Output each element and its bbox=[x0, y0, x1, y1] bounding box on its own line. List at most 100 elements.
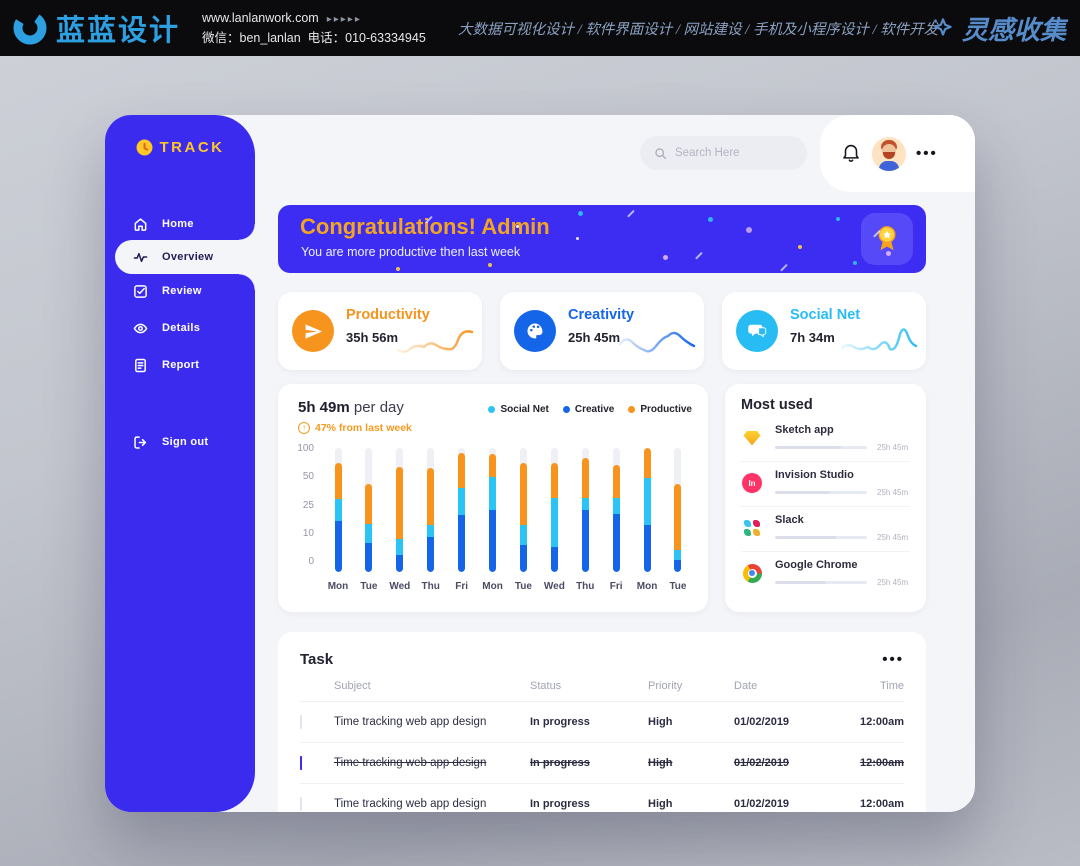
chart-title: 5h 49m per day bbox=[298, 399, 404, 416]
task-table-body: Time tracking web app design In progress… bbox=[300, 701, 904, 812]
confetti-dot bbox=[853, 261, 857, 265]
inspiration-collect-label: 灵感收集 bbox=[961, 15, 1066, 45]
congrats-subtitle: You are more productive then last week bbox=[301, 245, 521, 259]
stat-title: Creativity bbox=[568, 307, 635, 323]
task-row-2[interactable]: Time tracking web app design In progress… bbox=[300, 742, 904, 783]
most-used-item-google-chrome[interactable]: Google Chrome 25h 45m bbox=[741, 552, 910, 597]
site-url[interactable]: www.lanlanwork.com bbox=[202, 11, 319, 25]
task-checkbox[interactable] bbox=[300, 756, 302, 770]
notification-bell-icon[interactable] bbox=[840, 140, 862, 164]
most-used-item-sketch-app[interactable]: Sketch app 25h 45m bbox=[741, 417, 910, 462]
trend-up-icon: ↑ bbox=[298, 422, 310, 434]
bar-wed-7: Wed bbox=[542, 448, 566, 592]
bar-track bbox=[643, 448, 651, 572]
column-header-subject: Subject bbox=[334, 680, 371, 692]
usage-time: 25h 45m bbox=[877, 533, 909, 542]
sparkline-chart bbox=[396, 330, 474, 353]
sidebar-item-sign-out[interactable]: Sign out bbox=[115, 425, 255, 459]
legend-dot bbox=[628, 406, 636, 413]
sidebar-item-label: Home bbox=[162, 218, 194, 230]
bar-track bbox=[396, 448, 404, 572]
task-date: 01/02/2019 bbox=[734, 798, 790, 810]
app-name: Invision Studio bbox=[775, 469, 854, 481]
sidebar-item-details[interactable]: Details bbox=[115, 311, 255, 345]
search-bar[interactable] bbox=[640, 136, 807, 170]
app-name: Sketch app bbox=[775, 424, 834, 436]
x-axis-label: Tue bbox=[514, 581, 532, 592]
task-status: In progress bbox=[530, 716, 590, 728]
lanlan-logo-icon bbox=[13, 11, 47, 45]
bar-track bbox=[458, 448, 466, 572]
signout-icon bbox=[133, 435, 148, 450]
stat-title: Productivity bbox=[346, 307, 430, 323]
promo-banner: 蓝蓝设计 www.lanlanwork.com ▸▸▸▸▸ 微信：ben_lanl… bbox=[0, 0, 1080, 56]
x-axis-label: Fri bbox=[609, 581, 623, 592]
column-header-status: Status bbox=[530, 680, 562, 692]
stat-card-social-net[interactable]: Social Net 7h 34m bbox=[722, 292, 926, 370]
legend-item-social-net[interactable]: Social Net bbox=[488, 404, 549, 415]
x-axis-label: Mon bbox=[636, 581, 658, 592]
legend-dot bbox=[488, 406, 496, 413]
task-checkbox[interactable] bbox=[300, 715, 302, 729]
stat-card-productivity[interactable]: Productivity 35h 56m bbox=[278, 292, 482, 370]
most-used-title: Most used bbox=[741, 397, 813, 413]
confetti-dot bbox=[708, 217, 713, 222]
app-name: Slack bbox=[775, 514, 804, 526]
search-icon bbox=[655, 147, 667, 159]
sparkline-chart bbox=[618, 331, 696, 353]
stat-card-creativity[interactable]: Creativity 25h 45m bbox=[500, 292, 704, 370]
legend-item-creative[interactable]: Creative bbox=[562, 404, 614, 415]
stat-value: 7h 34m bbox=[790, 330, 835, 345]
activity-icon bbox=[133, 250, 148, 265]
y-tick-label: 25 bbox=[302, 499, 314, 511]
user-avatar[interactable] bbox=[872, 137, 906, 171]
bar-track bbox=[334, 448, 342, 572]
sidebar-item-review[interactable]: Review bbox=[115, 274, 255, 308]
task-checkbox[interactable] bbox=[300, 797, 302, 811]
stacked-bar bbox=[427, 467, 435, 572]
bar-track bbox=[581, 448, 589, 572]
most-used-item-slack[interactable]: Slack 25h 45m bbox=[741, 507, 910, 552]
slack-icon bbox=[741, 517, 763, 539]
stat-title: Social Net bbox=[790, 307, 861, 323]
bar-mon-10: Mon bbox=[635, 448, 659, 592]
report-icon bbox=[133, 358, 148, 373]
stacked-bar bbox=[489, 454, 497, 572]
sidebar-item-home[interactable]: Home bbox=[115, 207, 255, 241]
usage-time: 25h 45m bbox=[877, 488, 909, 497]
stacked-bar bbox=[396, 466, 404, 572]
task-row-1[interactable]: Time tracking web app design In progress… bbox=[300, 701, 904, 742]
task-time: 12:00am bbox=[859, 716, 904, 728]
sparkline-chart bbox=[840, 328, 918, 351]
sidebar-item-report[interactable]: Report bbox=[115, 348, 255, 382]
sketch-icon bbox=[741, 427, 763, 449]
usage-bar bbox=[775, 491, 867, 494]
phone-number: 电话：010-63334945 bbox=[307, 31, 426, 45]
sidebar-item-label: Sign out bbox=[162, 436, 209, 448]
bar-tue-11: Tue bbox=[666, 448, 690, 592]
confetti-dot bbox=[488, 263, 492, 267]
bar-track bbox=[674, 448, 682, 572]
most-used-item-invision-studio[interactable]: In Invision Studio 25h 45m bbox=[741, 462, 910, 507]
task-row-3[interactable]: Time tracking web app design In progress… bbox=[300, 783, 904, 812]
x-axis-label: Tue bbox=[669, 581, 687, 592]
y-axis: 100 50 25 10 0 bbox=[292, 443, 318, 567]
bar-mon-5: Mon bbox=[481, 448, 505, 592]
sidebar-item-overview[interactable]: Overview bbox=[115, 224, 255, 290]
brand: 蓝蓝设计 bbox=[12, 7, 180, 49]
legend-item-productive[interactable]: Productive bbox=[628, 404, 692, 415]
bar-track bbox=[550, 448, 558, 572]
search-input[interactable] bbox=[675, 147, 795, 159]
usage-time: 25h 45m bbox=[877, 443, 909, 452]
sparkle-star-icon bbox=[933, 18, 952, 36]
task-subject: Time tracking web app design bbox=[334, 757, 487, 769]
y-tick-label: 10 bbox=[302, 527, 314, 539]
stacked-bar bbox=[334, 462, 342, 572]
palette-icon bbox=[514, 310, 556, 352]
y-tick-label: 100 bbox=[297, 443, 314, 454]
bar-track bbox=[489, 448, 497, 572]
inspiration-collect: 灵感收集 bbox=[930, 0, 1066, 56]
header-more-icon[interactable]: ••• bbox=[916, 145, 938, 162]
track-clock-icon bbox=[136, 139, 152, 156]
task-more-icon[interactable]: ••• bbox=[882, 650, 904, 668]
